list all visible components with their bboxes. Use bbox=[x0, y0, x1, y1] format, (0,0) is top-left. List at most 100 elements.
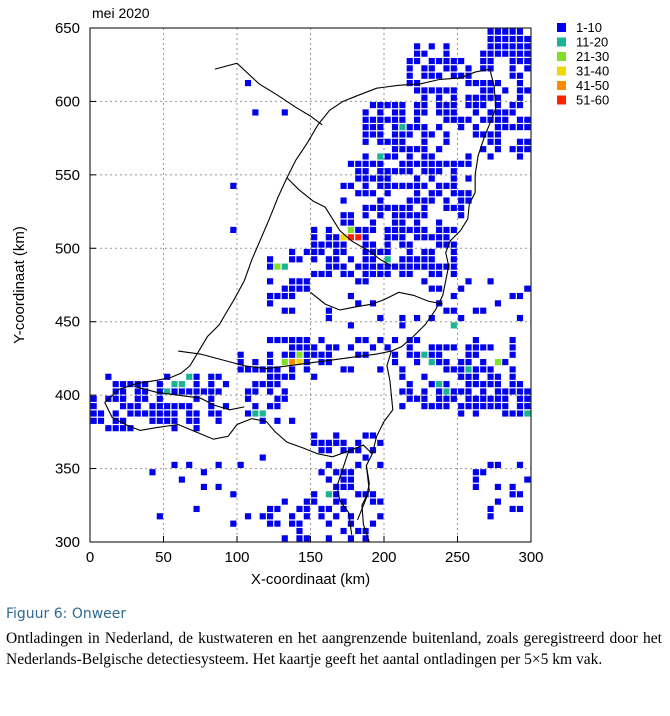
discharge-cell bbox=[311, 373, 318, 380]
discharge-cell bbox=[406, 124, 413, 131]
discharge-cell bbox=[399, 373, 406, 380]
discharge-cell bbox=[421, 153, 428, 160]
discharge-cell bbox=[362, 182, 369, 189]
discharge-cell bbox=[414, 116, 421, 123]
discharge-cell bbox=[516, 314, 524, 322]
discharge-cell bbox=[509, 491, 516, 498]
discharge-cell bbox=[377, 366, 384, 373]
discharge-cell bbox=[421, 124, 428, 131]
legend-swatch bbox=[557, 95, 566, 105]
discharge-cell bbox=[443, 344, 450, 351]
discharge-cell bbox=[289, 366, 296, 373]
discharge-cell bbox=[480, 381, 487, 388]
discharge-cell bbox=[391, 124, 399, 131]
discharge-cell bbox=[494, 388, 501, 395]
discharge-cell bbox=[414, 190, 421, 197]
discharge-cell bbox=[516, 94, 524, 101]
discharge-cell bbox=[399, 160, 406, 167]
discharge-cell bbox=[362, 270, 369, 278]
discharge-cell bbox=[509, 381, 516, 388]
discharge-cell bbox=[436, 72, 443, 79]
discharge-cell bbox=[362, 204, 369, 211]
discharge-cell bbox=[509, 146, 516, 153]
discharge-cell bbox=[289, 351, 296, 358]
discharge-cell bbox=[244, 395, 252, 402]
discharge-cell bbox=[472, 307, 479, 314]
discharge-cell bbox=[134, 388, 141, 395]
discharge-cell bbox=[281, 535, 288, 542]
discharge-cell bbox=[244, 513, 252, 520]
discharge-cell bbox=[355, 190, 362, 197]
discharge-cell bbox=[274, 395, 281, 402]
discharge-cell bbox=[450, 109, 457, 116]
discharge-cell bbox=[414, 43, 421, 50]
discharge-cell bbox=[443, 197, 450, 204]
lightning-map-chart: 0 50 100 150 200 250 300 300 350 400 450 500 550 600 6… bbox=[11, 5, 609, 588]
discharge-cell bbox=[450, 388, 457, 395]
discharge-cell bbox=[318, 241, 325, 248]
discharge-cell bbox=[472, 351, 479, 358]
discharge-cell bbox=[289, 285, 296, 292]
discharge-cell bbox=[436, 87, 443, 94]
discharge-cell bbox=[377, 461, 384, 468]
discharge-cell bbox=[369, 124, 377, 131]
discharge-cell bbox=[472, 403, 479, 410]
discharge-cell bbox=[377, 138, 384, 145]
discharge-cell bbox=[244, 388, 252, 395]
discharge-cell bbox=[112, 395, 119, 402]
discharge-cell bbox=[391, 131, 399, 138]
discharge-cell bbox=[399, 219, 406, 226]
discharge-cell bbox=[362, 248, 369, 256]
discharge-cell bbox=[156, 381, 163, 388]
discharge-cell bbox=[193, 388, 200, 395]
discharge-cell bbox=[450, 263, 457, 270]
discharge-cell bbox=[384, 234, 391, 241]
discharge-cell bbox=[208, 403, 215, 410]
discharge-cell bbox=[362, 337, 369, 344]
discharge-cell bbox=[480, 366, 487, 373]
discharge-cell bbox=[421, 146, 428, 153]
discharge-cell bbox=[267, 351, 274, 358]
discharge-cell bbox=[487, 373, 494, 380]
discharge-cell bbox=[134, 403, 141, 410]
discharge-cell bbox=[369, 263, 377, 270]
discharge-cell bbox=[436, 146, 443, 153]
discharge-cell bbox=[127, 381, 134, 388]
discharge-cell bbox=[509, 102, 516, 109]
discharge-cell bbox=[406, 65, 413, 72]
discharge-cell bbox=[325, 256, 332, 263]
discharge-cell bbox=[193, 505, 200, 513]
discharge-cell bbox=[450, 87, 457, 94]
discharge-cell bbox=[436, 94, 443, 101]
discharge-cell bbox=[509, 292, 516, 300]
discharge-cell bbox=[443, 403, 450, 410]
discharge-cell bbox=[230, 520, 237, 527]
discharge-cell bbox=[237, 461, 244, 468]
discharge-cell bbox=[156, 395, 163, 402]
discharge-cell bbox=[303, 337, 310, 344]
discharge-cell bbox=[252, 388, 259, 395]
discharge-cell bbox=[487, 461, 494, 468]
discharge-cell bbox=[369, 498, 377, 505]
discharge-cell bbox=[164, 373, 171, 380]
y-tick-label: 550 bbox=[55, 167, 80, 184]
discharge-cell bbox=[289, 337, 296, 344]
nl-outline bbox=[104, 68, 497, 521]
discharge-cell bbox=[333, 241, 340, 248]
discharge-cell bbox=[296, 337, 303, 344]
discharge-cell bbox=[443, 116, 450, 123]
discharge-cell bbox=[487, 513, 494, 520]
discharge-cell bbox=[281, 351, 288, 358]
discharge-cell bbox=[362, 131, 369, 138]
discharge-cell bbox=[428, 248, 435, 256]
discharge-cell bbox=[303, 513, 310, 520]
discharge-cell bbox=[296, 359, 303, 366]
discharge-cell bbox=[244, 366, 252, 373]
discharge-cell bbox=[421, 72, 428, 79]
discharge-cell bbox=[436, 359, 443, 366]
discharge-cell bbox=[274, 292, 281, 300]
discharge-cell bbox=[480, 87, 487, 94]
rivers-south bbox=[178, 350, 392, 370]
discharge-cell bbox=[267, 337, 274, 344]
discharge-cell bbox=[487, 505, 494, 513]
